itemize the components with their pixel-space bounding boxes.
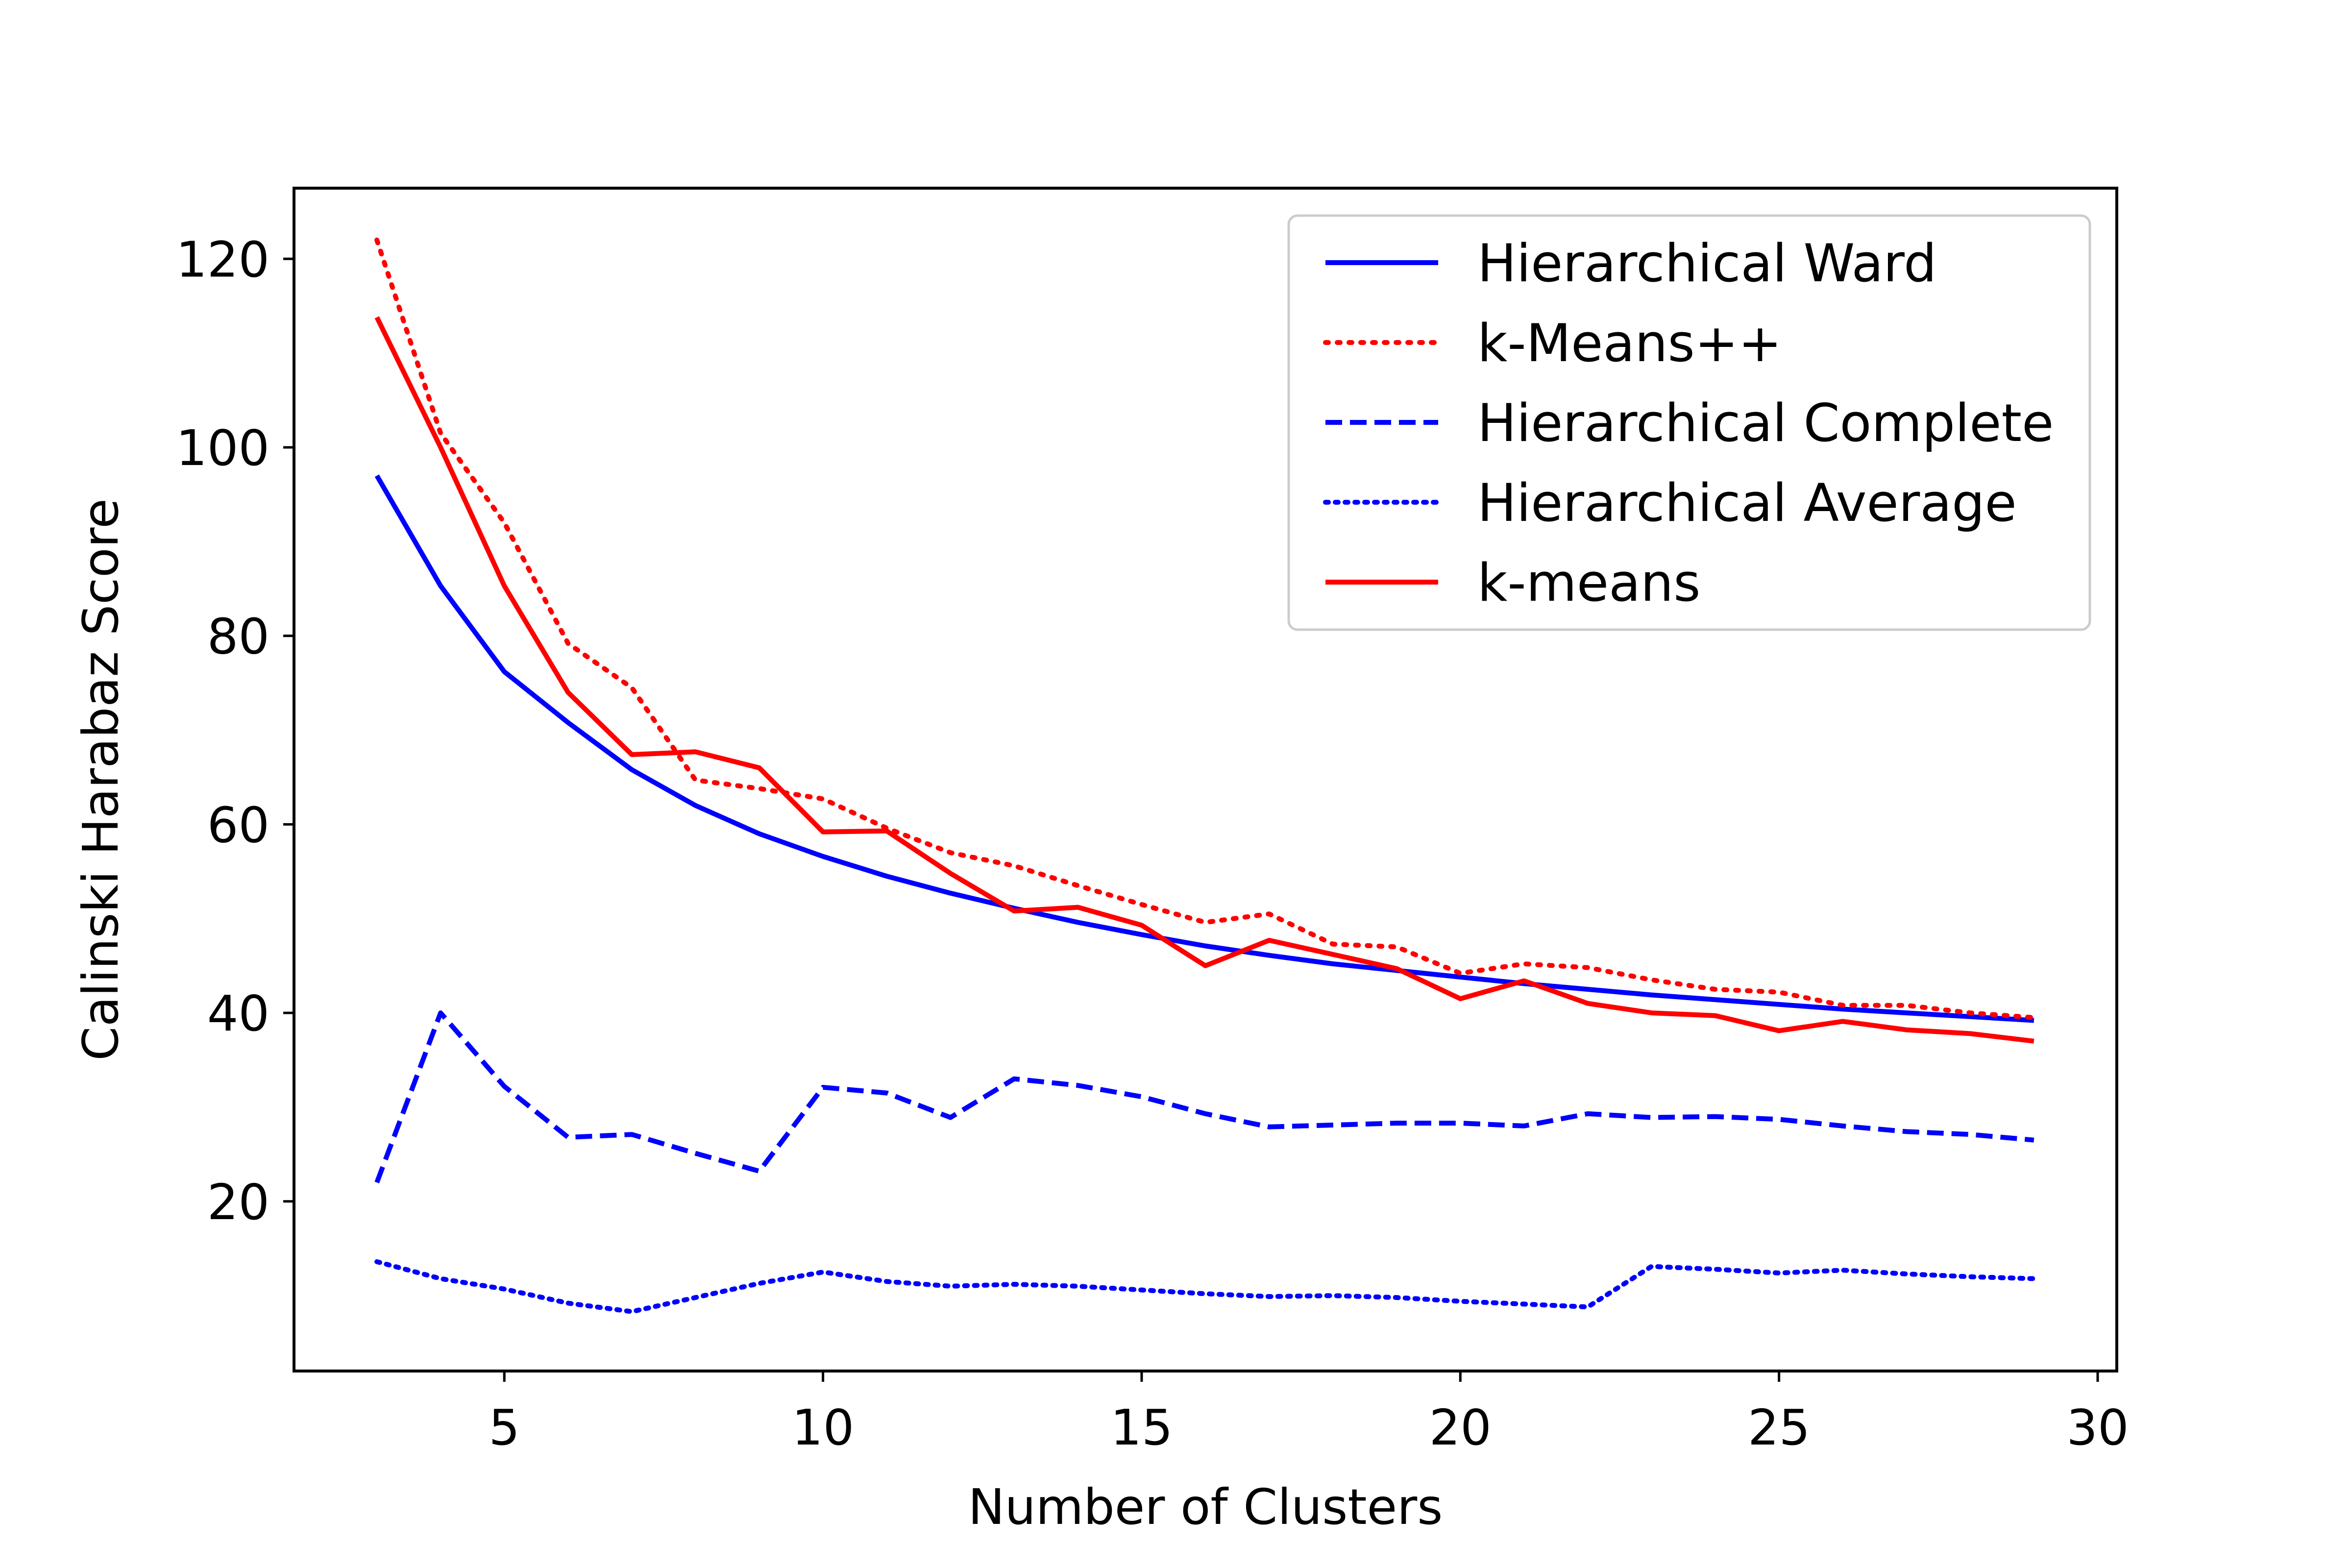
series-line-4 <box>374 1259 2036 1314</box>
y-tick-label: 20 <box>207 1174 270 1231</box>
y-tick-label: 120 <box>176 231 270 288</box>
series-line-3 <box>374 1010 2034 1184</box>
y-tick-label: 40 <box>207 985 270 1042</box>
plot-area <box>374 237 2036 1314</box>
x-axis-label: Number of Clusters <box>968 1478 1443 1536</box>
x-tick-label: 30 <box>2066 1399 2129 1456</box>
series-line-5 <box>374 316 2034 1044</box>
y-axis: 20 40 60 80 100 120 <box>176 231 294 1231</box>
y-axis-label: Calinski Harabaz Score <box>72 498 129 1061</box>
legend-box <box>1287 214 2091 631</box>
x-tick-label: 20 <box>1429 1399 1492 1456</box>
series-line-1 <box>374 474 2034 1023</box>
y-tick-label: 100 <box>176 419 270 477</box>
x-tick-label: 25 <box>1748 1399 1810 1456</box>
y-tick-label: 80 <box>207 608 270 665</box>
legend-label-5: k-means <box>1477 553 1700 613</box>
legend: Hierarchical Ward k-Means++ Hierarchical C… <box>1287 214 2091 631</box>
plot-frame <box>293 187 2118 1372</box>
series-line-2 <box>374 237 2036 1020</box>
y-tick-label: 60 <box>207 796 270 854</box>
legend-label-1: Hierarchical Ward <box>1477 233 1936 294</box>
legend-label-2: k-Means++ <box>1477 313 1782 373</box>
x-tick-label: 5 <box>489 1399 520 1456</box>
legend-label-4: Hierarchical Average <box>1477 473 2017 533</box>
x-tick-label: 15 <box>1110 1399 1173 1456</box>
x-axis: 5 10 15 20 25 30 <box>489 1371 2129 1456</box>
legend-label-3: Hierarchical Complete <box>1477 393 2054 453</box>
x-tick-label: 10 <box>792 1399 854 1456</box>
